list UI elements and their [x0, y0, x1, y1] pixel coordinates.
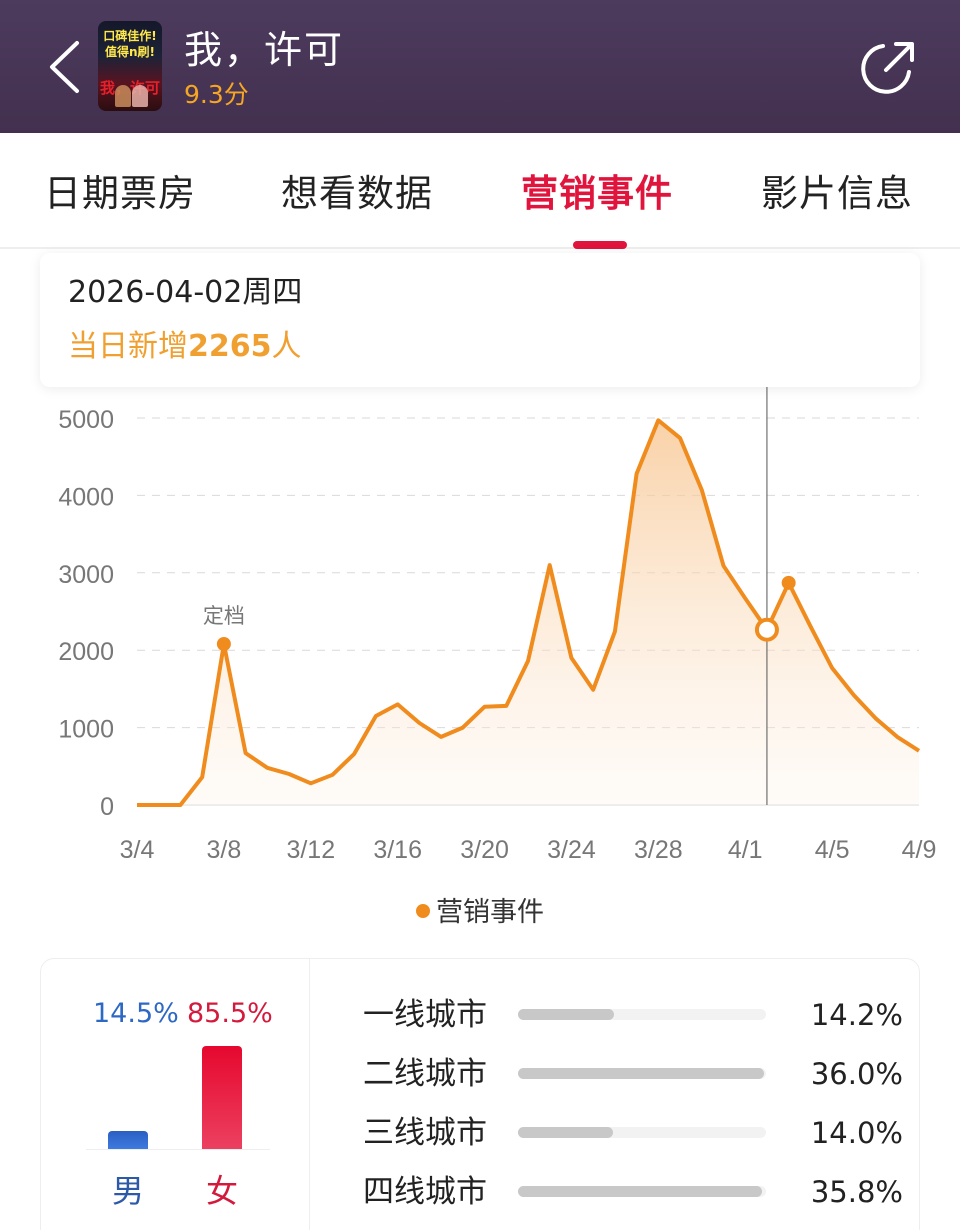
share-button[interactable]: [856, 38, 918, 100]
card-divider: [309, 959, 310, 1230]
selected-point-marker[interactable]: [754, 617, 779, 642]
poster-figure: [132, 85, 148, 107]
svg-text:3/28: 3/28: [634, 836, 683, 864]
city-tier-row: 二线城市 36.0%: [363, 1056, 903, 1092]
svg-text:0: 0: [100, 793, 114, 821]
tab-daily-box-office[interactable]: 日期票房: [44, 172, 196, 215]
male-bar: [108, 1131, 148, 1149]
city-bar-fill: [518, 1009, 614, 1020]
chart-tooltip: 2026-04-02周四 当日新增2265人: [40, 253, 920, 387]
back-button[interactable]: [44, 38, 88, 96]
event-marker[interactable]: [781, 575, 796, 590]
city-bar-track: [518, 1186, 766, 1197]
x-axis-labels: 3/4 3/8 3/12 3/16 3/20 3/24 3/28 4/1 4/5 4/9: [120, 836, 937, 864]
city-tier-row: 三线城市 14.0%: [363, 1115, 903, 1151]
svg-text:3000: 3000: [58, 561, 114, 589]
active-tab-indicator: [573, 241, 627, 249]
movie-score: 9.3分: [184, 80, 249, 109]
svg-text:3/8: 3/8: [207, 836, 242, 864]
share-icon: [861, 42, 914, 94]
male-label: 男: [112, 1172, 145, 1210]
svg-text:3/12: 3/12: [286, 836, 335, 864]
city-tier-row: 四线城市 35.8%: [363, 1174, 903, 1210]
event-marker[interactable]: [216, 637, 231, 652]
city-bar-track: [518, 1127, 766, 1138]
line-chart[interactable]: 0 1000 2000 3000 4000 5000 3/4 3/8 3/12 3/16 3/20…: [0, 380, 960, 880]
svg-text:2000: 2000: [58, 638, 114, 666]
poster-figure: [115, 85, 131, 107]
svg-text:4/1: 4/1: [728, 836, 763, 864]
chart-legend[interactable]: 营销事件: [0, 890, 960, 930]
legend-label: 营销事件: [436, 897, 544, 928]
top-bar: 口碑佳作! 值得n刷! 我，许可 我，许可 9.3分: [0, 0, 960, 133]
city-tier-row: 一线城市 14.2%: [363, 997, 903, 1033]
tab-bar: 日期票房 想看数据 营销事件 影片信息: [0, 133, 960, 249]
svg-text:3/24: 3/24: [547, 836, 596, 864]
female-bar: [202, 1046, 242, 1149]
svg-text:5000: 5000: [58, 406, 114, 434]
chart-area-fill: [137, 420, 919, 805]
audience-stats-card: 14.5% 85.5% 男 女 一线城市 14.2% 二线城市 36.0% 三线…: [40, 958, 920, 1230]
tooltip-value: 当日新增2265人: [68, 329, 302, 364]
chevron-left-icon: [50, 41, 79, 93]
city-bar-fill: [518, 1186, 762, 1197]
tab-marketing-events[interactable]: 营销事件: [521, 172, 673, 215]
svg-text:4/5: 4/5: [815, 836, 850, 864]
svg-text:4/9: 4/9: [902, 836, 937, 864]
chart-markers: 定档: [203, 575, 796, 652]
svg-text:定档: 定档: [203, 604, 245, 628]
svg-text:3/20: 3/20: [460, 836, 509, 864]
tab-want-to-see[interactable]: 想看数据: [281, 172, 433, 215]
legend-dot-icon: [416, 903, 430, 918]
tab-film-info[interactable]: 影片信息: [761, 172, 913, 215]
tooltip-date: 2026-04-02周四: [68, 275, 303, 310]
movie-title: 我，许可: [184, 28, 345, 72]
svg-text:3/16: 3/16: [373, 836, 422, 864]
gender-baseline: [86, 1149, 270, 1150]
female-percentage: 85.5%: [187, 998, 273, 1029]
marketing-events-chart[interactable]: 0 1000 2000 3000 4000 5000 3/4 3/8 3/12 3/16 3/20…: [0, 380, 960, 880]
female-label: 女: [206, 1172, 239, 1210]
svg-text:4000: 4000: [58, 483, 114, 511]
male-percentage: 14.5%: [93, 998, 179, 1029]
city-bar-track: [518, 1068, 766, 1079]
y-axis-labels: 0 1000 2000 3000 4000 5000: [58, 406, 114, 821]
svg-text:3/4: 3/4: [120, 836, 155, 864]
city-bar-fill: [518, 1127, 613, 1138]
city-bar-fill: [518, 1068, 764, 1079]
movie-poster[interactable]: 口碑佳作! 值得n刷! 我，许可: [98, 21, 162, 111]
city-bar-track: [518, 1009, 766, 1020]
svg-text:1000: 1000: [58, 716, 114, 744]
